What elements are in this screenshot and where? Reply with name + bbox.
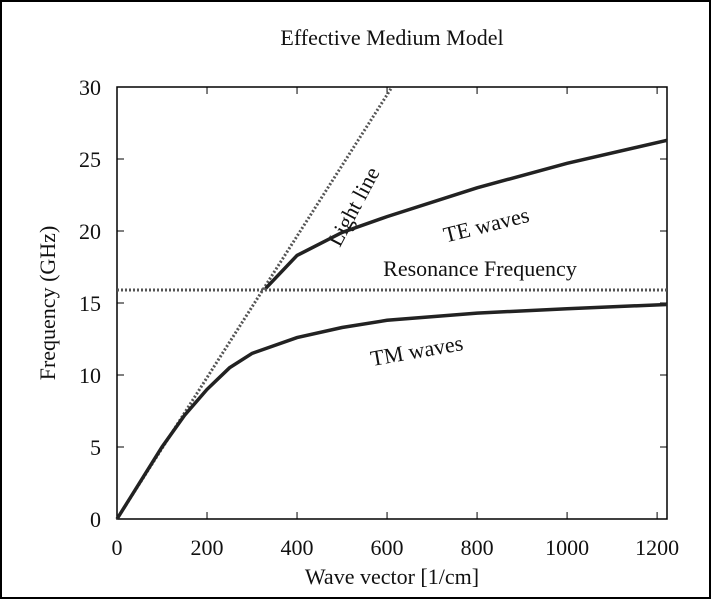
x-tick-label: 1000 <box>545 535 589 560</box>
series-annotation: TE waves <box>441 202 532 247</box>
x-tick-label: 600 <box>371 535 404 560</box>
y-tick-label: 0 <box>90 507 101 532</box>
series-annotation: Resonance Frequency <box>383 256 577 281</box>
y-tick-label: 10 <box>79 363 101 388</box>
plot-area <box>116 86 668 520</box>
x-tick-label: 1200 <box>635 535 679 560</box>
x-tick-label: 200 <box>191 535 224 560</box>
x-tick-label: 0 <box>112 535 123 560</box>
chart-title: Effective Medium Model <box>280 25 503 50</box>
y-tick-label: 25 <box>79 147 101 172</box>
y-tick-label: 20 <box>79 219 101 244</box>
y-axis-label: Frequency (GHz) <box>35 226 60 381</box>
y-tick-label: 15 <box>79 291 101 316</box>
y-tick-label: 5 <box>90 435 101 460</box>
y-tick-label: 30 <box>79 75 101 100</box>
series-line <box>115 302 668 520</box>
x-axis-label: Wave vector [1/cm] <box>305 564 479 589</box>
series-annotation: TM waves <box>368 330 464 371</box>
series-line <box>264 138 668 290</box>
x-tick-label: 800 <box>461 535 494 560</box>
x-tick-label: 400 <box>281 535 314 560</box>
